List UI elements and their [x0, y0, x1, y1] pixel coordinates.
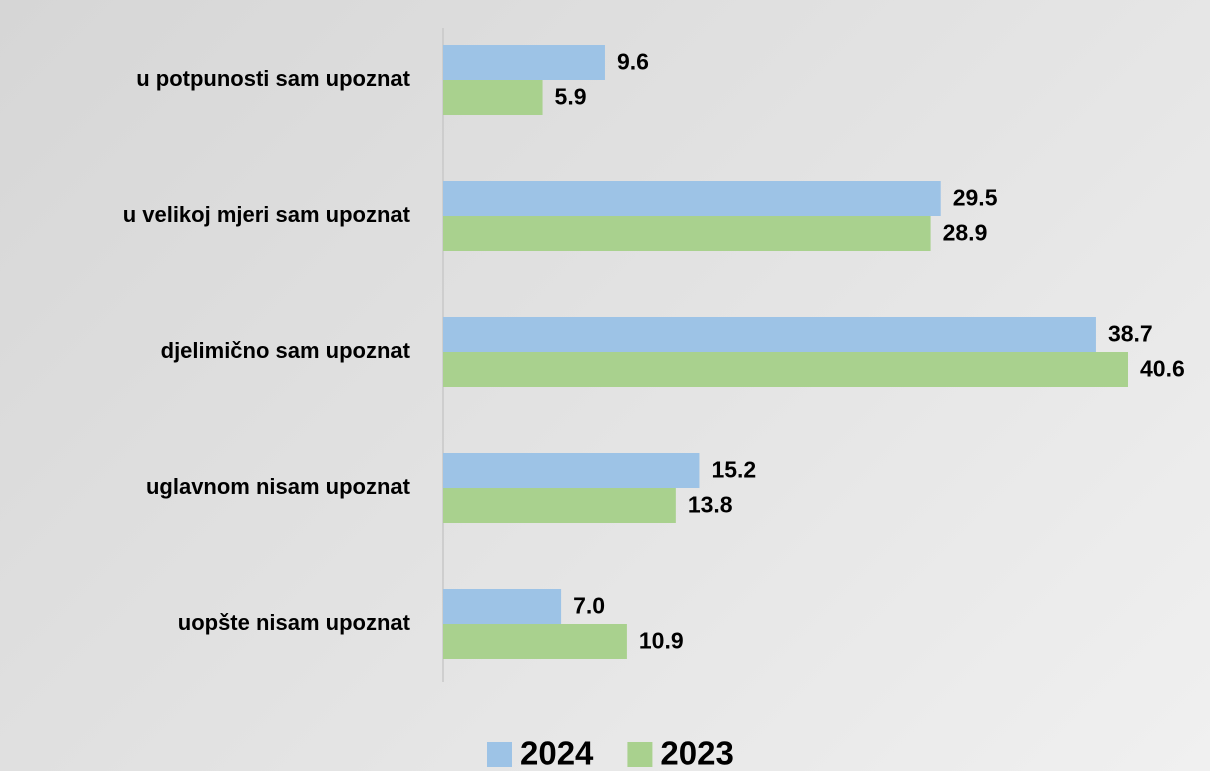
bar: [443, 216, 931, 251]
bar: [443, 589, 562, 624]
bar: [443, 317, 1096, 352]
bar: [443, 181, 941, 216]
category-label: u velikoj mjeri sam upoznat: [123, 202, 411, 227]
value-label: 28.9: [943, 220, 988, 246]
category-label: u potpunosti sam upoznat: [136, 66, 410, 91]
value-label: 13.8: [688, 492, 733, 518]
category-label: djelimično sam upoznat: [161, 338, 411, 363]
category-label: uglavnom nisam upoznat: [146, 474, 411, 499]
bar: [443, 488, 676, 523]
value-label: 15.2: [711, 457, 756, 483]
bar: [443, 80, 543, 115]
bar: [443, 45, 605, 80]
value-label: 5.9: [555, 84, 587, 110]
bar: [443, 624, 627, 659]
value-label: 38.7: [1108, 321, 1153, 347]
legend-swatch: [487, 742, 512, 767]
bar: [443, 453, 700, 488]
legend-swatch: [627, 742, 653, 767]
value-label: 10.9: [639, 628, 684, 654]
value-label: 40.6: [1140, 356, 1185, 382]
bar: [443, 352, 1128, 387]
category-label: uopšte nisam upoznat: [178, 610, 411, 635]
value-label: 29.5: [953, 185, 998, 211]
value-label: 7.0: [573, 593, 605, 619]
legend-label: 2023: [660, 735, 733, 771]
value-label: 9.6: [617, 49, 649, 75]
legend-label: 2024: [520, 735, 594, 771]
